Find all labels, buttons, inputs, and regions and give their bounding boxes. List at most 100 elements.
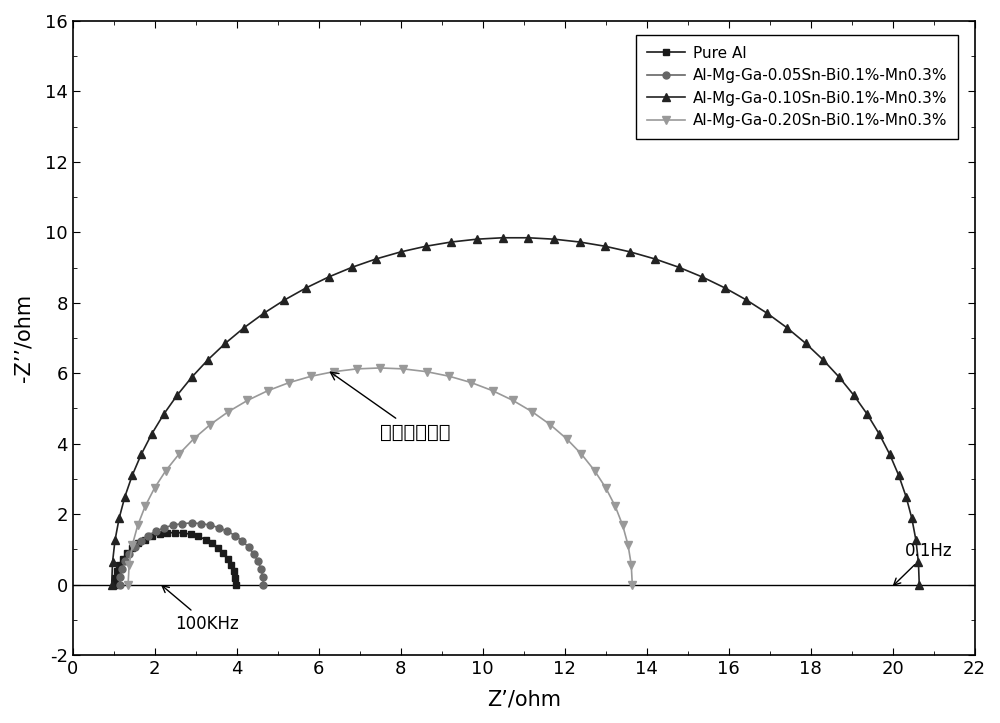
- Pure Al: [217, 549, 229, 557]
- Y-axis label: -Z’’/ohm: -Z’’/ohm: [14, 294, 34, 382]
- Al-Mg-Ga-0.10Sn-Bi0.1%-Mn0.3%: [238, 323, 250, 332]
- Al-Mg-Ga-0.20Sn-Bi0.1%-Mn0.3%: [222, 407, 234, 416]
- Al-Mg-Ga-0.05Sn-Bi0.1%-Mn0.3%: [221, 527, 233, 536]
- Al-Mg-Ga-0.05Sn-Bi0.1%-Mn0.3%: [257, 573, 269, 581]
- Pure Al: [192, 532, 204, 541]
- Al-Mg-Ga-0.20Sn-Bi0.1%-Mn0.3%: [443, 372, 455, 380]
- Al-Mg-Ga-0.10Sn-Bi0.1%-Mn0.3%: [106, 581, 118, 589]
- Al-Mg-Ga-0.10Sn-Bi0.1%-Mn0.3%: [673, 263, 685, 272]
- Al-Mg-Ga-0.05Sn-Bi0.1%-Mn0.3%: [142, 531, 154, 540]
- Al-Mg-Ga-0.10Sn-Bi0.1%-Mn0.3%: [186, 373, 198, 382]
- Legend: Pure Al, Al-Mg-Ga-0.05Sn-Bi0.1%-Mn0.3%, Al-Mg-Ga-0.10Sn-Bi0.1%-Mn0.3%, Al-Mg-Ga-: Pure Al, Al-Mg-Ga-0.05Sn-Bi0.1%-Mn0.3%, …: [636, 35, 958, 139]
- Al-Mg-Ga-0.10Sn-Bi0.1%-Mn0.3%: [346, 263, 358, 272]
- Text: 100KHz: 100KHz: [162, 586, 239, 633]
- Al-Mg-Ga-0.05Sn-Bi0.1%-Mn0.3%: [116, 565, 128, 573]
- Al-Mg-Ga-0.20Sn-Bi0.1%-Mn0.3%: [374, 364, 386, 372]
- Al-Mg-Ga-0.10Sn-Bi0.1%-Mn0.3%: [599, 242, 611, 251]
- Text: 0.1Hz: 0.1Hz: [894, 542, 953, 585]
- Al-Mg-Ga-0.20Sn-Bi0.1%-Mn0.3%: [139, 502, 151, 510]
- Al-Mg-Ga-0.10Sn-Bi0.1%-Mn0.3%: [696, 273, 708, 281]
- Al-Mg-Ga-0.10Sn-Bi0.1%-Mn0.3%: [135, 450, 147, 459]
- Al-Mg-Ga-0.20Sn-Bi0.1%-Mn0.3%: [283, 378, 295, 387]
- Al-Mg-Ga-0.10Sn-Bi0.1%-Mn0.3%: [781, 323, 793, 332]
- Al-Mg-Ga-0.20Sn-Bi0.1%-Mn0.3%: [160, 466, 172, 475]
- Line: Al-Mg-Ga-0.20Sn-Bi0.1%-Mn0.3%: Al-Mg-Ga-0.20Sn-Bi0.1%-Mn0.3%: [124, 364, 636, 589]
- Al-Mg-Ga-0.10Sn-Bi0.1%-Mn0.3%: [119, 492, 131, 501]
- Pure Al: [111, 567, 123, 576]
- Al-Mg-Ga-0.10Sn-Bi0.1%-Mn0.3%: [906, 514, 918, 523]
- Al-Mg-Ga-0.20Sn-Bi0.1%-Mn0.3%: [204, 420, 216, 429]
- Al-Mg-Ga-0.05Sn-Bi0.1%-Mn0.3%: [135, 536, 147, 545]
- Line: Pure Al: Pure Al: [111, 529, 239, 588]
- Al-Mg-Ga-0.20Sn-Bi0.1%-Mn0.3%: [609, 502, 621, 510]
- Al-Mg-Ga-0.20Sn-Bi0.1%-Mn0.3%: [625, 560, 637, 569]
- Al-Mg-Ga-0.10Sn-Bi0.1%-Mn0.3%: [171, 391, 183, 400]
- Al-Mg-Ga-0.10Sn-Bi0.1%-Mn0.3%: [219, 339, 231, 348]
- Al-Mg-Ga-0.20Sn-Bi0.1%-Mn0.3%: [622, 541, 634, 549]
- Al-Mg-Ga-0.10Sn-Bi0.1%-Mn0.3%: [158, 410, 170, 419]
- Al-Mg-Ga-0.05Sn-Bi0.1%-Mn0.3%: [257, 581, 269, 589]
- Al-Mg-Ga-0.10Sn-Bi0.1%-Mn0.3%: [420, 242, 432, 251]
- Pure Al: [126, 544, 138, 552]
- Pure Al: [113, 560, 125, 569]
- Pure Al: [139, 535, 151, 544]
- Al-Mg-Ga-0.10Sn-Bi0.1%-Mn0.3%: [548, 235, 560, 244]
- Al-Mg-Ga-0.05Sn-Bi0.1%-Mn0.3%: [252, 557, 264, 565]
- Al-Mg-Ga-0.20Sn-Bi0.1%-Mn0.3%: [600, 484, 612, 492]
- Al-Mg-Ga-0.20Sn-Bi0.1%-Mn0.3%: [617, 521, 629, 530]
- Al-Mg-Ga-0.10Sn-Bi0.1%-Mn0.3%: [202, 355, 214, 364]
- Al-Mg-Ga-0.05Sn-Bi0.1%-Mn0.3%: [255, 565, 267, 573]
- Al-Mg-Ga-0.05Sn-Bi0.1%-Mn0.3%: [158, 523, 170, 532]
- Al-Mg-Ga-0.20Sn-Bi0.1%-Mn0.3%: [487, 386, 499, 395]
- Al-Mg-Ga-0.10Sn-Bi0.1%-Mn0.3%: [126, 471, 138, 479]
- Al-Mg-Ga-0.20Sn-Bi0.1%-Mn0.3%: [397, 364, 409, 373]
- Al-Mg-Ga-0.10Sn-Bi0.1%-Mn0.3%: [146, 429, 158, 438]
- Al-Mg-Ga-0.10Sn-Bi0.1%-Mn0.3%: [624, 247, 636, 256]
- Al-Mg-Ga-0.20Sn-Bi0.1%-Mn0.3%: [421, 367, 433, 376]
- Pure Al: [228, 567, 240, 576]
- Al-Mg-Ga-0.05Sn-Bi0.1%-Mn0.3%: [114, 581, 126, 589]
- Al-Mg-Ga-0.20Sn-Bi0.1%-Mn0.3%: [626, 581, 638, 589]
- Al-Mg-Ga-0.20Sn-Bi0.1%-Mn0.3%: [507, 396, 519, 405]
- Al-Mg-Ga-0.10Sn-Bi0.1%-Mn0.3%: [912, 558, 924, 567]
- Pure Al: [169, 529, 181, 537]
- Al-Mg-Ga-0.05Sn-Bi0.1%-Mn0.3%: [167, 521, 179, 529]
- Al-Mg-Ga-0.05Sn-Bi0.1%-Mn0.3%: [150, 527, 162, 536]
- Al-Mg-Ga-0.05Sn-Bi0.1%-Mn0.3%: [123, 549, 135, 558]
- Al-Mg-Ga-0.10Sn-Bi0.1%-Mn0.3%: [833, 373, 845, 382]
- Al-Mg-Ga-0.05Sn-Bi0.1%-Mn0.3%: [119, 557, 131, 565]
- Al-Mg-Ga-0.05Sn-Bi0.1%-Mn0.3%: [213, 523, 225, 532]
- Al-Mg-Ga-0.20Sn-Bi0.1%-Mn0.3%: [188, 435, 200, 443]
- Al-Mg-Ga-0.10Sn-Bi0.1%-Mn0.3%: [278, 296, 290, 304]
- Al-Mg-Ga-0.20Sn-Bi0.1%-Mn0.3%: [328, 367, 340, 376]
- Al-Mg-Ga-0.05Sn-Bi0.1%-Mn0.3%: [195, 519, 207, 528]
- Al-Mg-Ga-0.10Sn-Bi0.1%-Mn0.3%: [848, 391, 860, 400]
- Al-Mg-Ga-0.10Sn-Bi0.1%-Mn0.3%: [649, 254, 661, 263]
- Al-Mg-Ga-0.20Sn-Bi0.1%-Mn0.3%: [544, 420, 556, 429]
- Pure Al: [161, 529, 173, 537]
- Al-Mg-Ga-0.20Sn-Bi0.1%-Mn0.3%: [262, 386, 274, 395]
- Pure Al: [177, 529, 189, 537]
- Al-Mg-Ga-0.05Sn-Bi0.1%-Mn0.3%: [229, 531, 241, 540]
- Al-Mg-Ga-0.10Sn-Bi0.1%-Mn0.3%: [873, 429, 885, 438]
- Al-Mg-Ga-0.10Sn-Bi0.1%-Mn0.3%: [861, 410, 873, 419]
- Al-Mg-Ga-0.10Sn-Bi0.1%-Mn0.3%: [719, 283, 731, 292]
- Al-Mg-Ga-0.10Sn-Bi0.1%-Mn0.3%: [113, 514, 125, 523]
- Pure Al: [109, 581, 121, 589]
- Al-Mg-Ga-0.05Sn-Bi0.1%-Mn0.3%: [243, 543, 255, 552]
- Pure Al: [146, 532, 158, 541]
- Al-Mg-Ga-0.10Sn-Bi0.1%-Mn0.3%: [800, 339, 812, 348]
- Al-Mg-Ga-0.20Sn-Bi0.1%-Mn0.3%: [122, 581, 134, 589]
- Al-Mg-Ga-0.20Sn-Bi0.1%-Mn0.3%: [132, 521, 144, 530]
- Al-Mg-Ga-0.10Sn-Bi0.1%-Mn0.3%: [900, 492, 912, 501]
- Al-Mg-Ga-0.20Sn-Bi0.1%-Mn0.3%: [241, 396, 253, 405]
- Al-Mg-Ga-0.05Sn-Bi0.1%-Mn0.3%: [248, 549, 260, 558]
- Al-Mg-Ga-0.20Sn-Bi0.1%-Mn0.3%: [149, 484, 161, 492]
- Al-Mg-Ga-0.20Sn-Bi0.1%-Mn0.3%: [465, 378, 477, 387]
- Al-Mg-Ga-0.10Sn-Bi0.1%-Mn0.3%: [761, 309, 773, 317]
- Pure Al: [132, 539, 144, 547]
- Al-Mg-Ga-0.10Sn-Bi0.1%-Mn0.3%: [323, 273, 335, 281]
- Pure Al: [222, 555, 234, 563]
- Al-Mg-Ga-0.20Sn-Bi0.1%-Mn0.3%: [526, 407, 538, 416]
- Al-Mg-Ga-0.20Sn-Bi0.1%-Mn0.3%: [575, 450, 587, 458]
